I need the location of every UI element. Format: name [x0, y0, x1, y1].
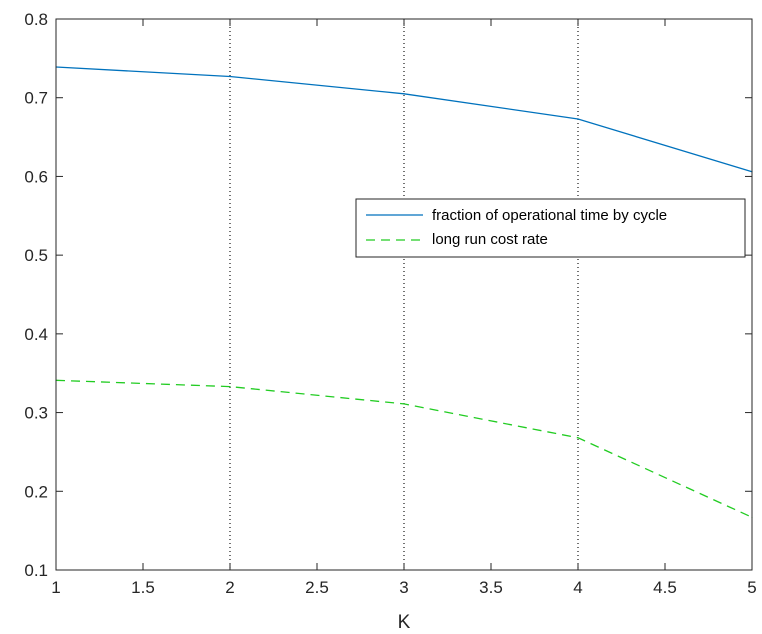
tick-labels: 1 1.5 2 2.5 3 3.5 4 4.5 5 0.1 0.2 0.3 0.4 0.5 0.6 0.7 0.…	[24, 10, 756, 597]
x-tick-label-5: 3.5	[479, 578, 503, 597]
y-tick-label-3: 0.4	[24, 325, 48, 344]
legend-label-operational: fraction of operational time by cycle	[432, 207, 667, 224]
y-tick-label-6: 0.7	[24, 89, 48, 108]
x-tick-label-8: 5	[747, 578, 756, 597]
y-tick-label-0: 0.1	[24, 561, 48, 580]
axis-ticks	[55, 18, 753, 571]
y-tick-label-1: 0.2	[24, 482, 48, 501]
y-tick-label-4: 0.5	[24, 246, 48, 265]
series-1-point-3	[577, 437, 579, 439]
y-tick-label-7: 0.8	[24, 10, 48, 29]
series-1-point-1	[229, 385, 231, 388]
x-tick-label-4: 3	[399, 578, 408, 597]
x-tick-label-0: 1	[51, 578, 60, 597]
legend-label-cost: long run cost rate	[432, 231, 548, 248]
series-0-point-2	[403, 93, 405, 95]
x-tick-label-2: 2	[225, 578, 234, 597]
y-tick-label-5: 0.6	[24, 167, 48, 186]
series-0-point-1	[229, 75, 231, 78]
series-0-point-3	[577, 118, 579, 120]
y-tick-label-2: 0.3	[24, 404, 48, 423]
series-1-point-2	[403, 403, 405, 405]
x-tick-label-7: 4.5	[653, 578, 677, 597]
x-tick-label-3: 2.5	[305, 578, 329, 597]
legend-box	[355, 198, 746, 258]
plot-area	[56, 19, 752, 570]
x-tick-label-6: 4	[573, 578, 582, 597]
x-tick-label-1: 1.5	[131, 578, 155, 597]
legend: fraction of operational time by cycle lo…	[355, 198, 746, 258]
x-axis-label: K	[398, 612, 411, 633]
